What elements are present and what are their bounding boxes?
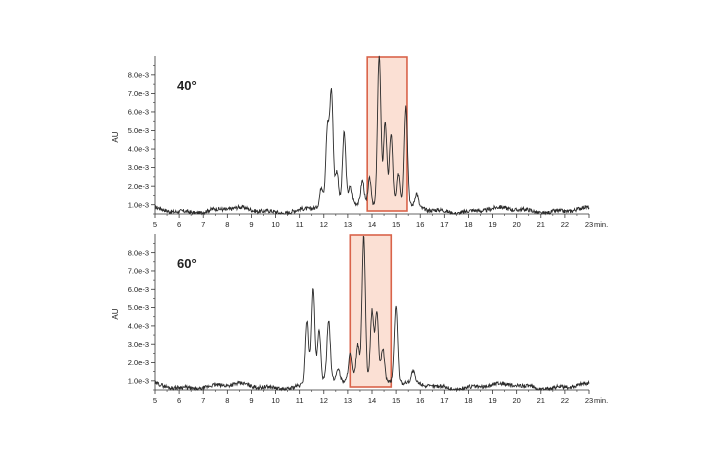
y-tick-label: 1.0e-3 — [128, 200, 149, 209]
x-tick-label: 7 — [201, 220, 205, 229]
x-tick-label: 13 — [344, 396, 352, 405]
y-tick-label: 5.0e-3 — [128, 303, 149, 312]
y-tick-label: 6.0e-3 — [128, 285, 149, 294]
x-tick-label: 12 — [320, 396, 328, 405]
x-tick-label: 14 — [368, 220, 376, 229]
x-tick-label: 9 — [249, 220, 253, 229]
panel-title: 60° — [177, 256, 197, 271]
x-axis-label: min. — [594, 396, 608, 405]
x-tick-label: 16 — [416, 396, 424, 405]
x-tick-label: 18 — [464, 220, 472, 229]
x-tick-label: 22 — [561, 396, 569, 405]
x-tick-label: 21 — [537, 396, 545, 405]
chart-panel-2: 1.0e-3 2.0e-3 3.0e-3 4.0e-3 5.0e-3 6.0e-3 7.0e… — [111, 234, 608, 405]
x-tick-label: 18 — [464, 396, 472, 405]
x-tick-label: 21 — [537, 220, 545, 229]
x-tick-label: 19 — [488, 396, 496, 405]
y-tick-label: 3.0e-3 — [128, 340, 149, 349]
x-tick-label: 5 — [153, 220, 157, 229]
x-tick-label: 15 — [392, 396, 400, 405]
x-tick-label: 5 — [153, 396, 157, 405]
x-tick-label: 7 — [201, 396, 205, 405]
x-axis-label: min. — [594, 220, 608, 229]
x-tick-label: 10 — [271, 396, 279, 405]
y-tick-label: 1.0e-3 — [128, 376, 149, 385]
y-tick-label: 8.0e-3 — [128, 70, 149, 79]
x-tick-label: 8 — [225, 396, 229, 405]
x-tick-label: 16 — [416, 220, 424, 229]
x-tick-label: 9 — [249, 396, 253, 405]
y-tick-label: 3.0e-3 — [128, 163, 149, 172]
x-tick-label: 22 — [561, 220, 569, 229]
chromatogram-trace — [154, 55, 590, 216]
x-tick-label: 23 — [585, 220, 593, 229]
x-tick-label: 17 — [440, 220, 448, 229]
x-tick-label: 6 — [177, 396, 181, 405]
x-tick-label: 10 — [271, 220, 279, 229]
x-tick-label: 11 — [296, 396, 304, 405]
y-tick-label: 4.0e-3 — [128, 322, 149, 331]
x-tick-label: 19 — [488, 220, 496, 229]
x-tick-label: 20 — [512, 396, 520, 405]
chromatogram-trace — [154, 235, 590, 392]
x-tick-label: 15 — [392, 220, 400, 229]
y-tick-label: 8.0e-3 — [128, 248, 149, 257]
y-tick-label: 2.0e-3 — [128, 358, 149, 367]
y-tick-label: 4.0e-3 — [128, 145, 149, 154]
y-tick-label: 6.0e-3 — [128, 108, 149, 117]
x-tick-label: 13 — [344, 220, 352, 229]
y-tick-label: 5.0e-3 — [128, 126, 149, 135]
x-tick-label: 20 — [512, 220, 520, 229]
x-tick-label: 17 — [440, 396, 448, 405]
y-axis-label: AU — [111, 308, 120, 319]
panel-title: 40° — [177, 78, 197, 93]
y-tick-label: 7.0e-3 — [128, 267, 149, 276]
highlight-region — [366, 56, 408, 212]
chart-panel-1: 1.0e-3 2.0e-3 3.0e-3 4.0e-3 5.0e-3 6.0e-3 7.0e… — [111, 55, 608, 229]
x-tick-label: 8 — [225, 220, 229, 229]
x-tick-label: 14 — [368, 396, 376, 405]
x-tick-label: 11 — [296, 220, 304, 229]
x-tick-label: 12 — [320, 220, 328, 229]
x-tick-label: 23 — [585, 396, 593, 405]
y-tick-label: 2.0e-3 — [128, 182, 149, 191]
x-tick-label: 6 — [177, 220, 181, 229]
y-tick-label: 7.0e-3 — [128, 89, 149, 98]
y-axis-label: AU — [111, 131, 120, 142]
